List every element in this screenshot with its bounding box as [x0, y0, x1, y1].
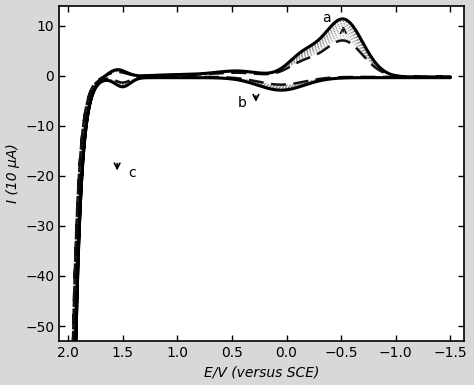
Y-axis label: I (10 μA): I (10 μA): [6, 144, 19, 203]
Text: c: c: [128, 166, 136, 180]
X-axis label: E/V (versus SCE): E/V (versus SCE): [204, 365, 319, 380]
Text: a: a: [323, 11, 331, 25]
Text: b: b: [237, 96, 246, 110]
